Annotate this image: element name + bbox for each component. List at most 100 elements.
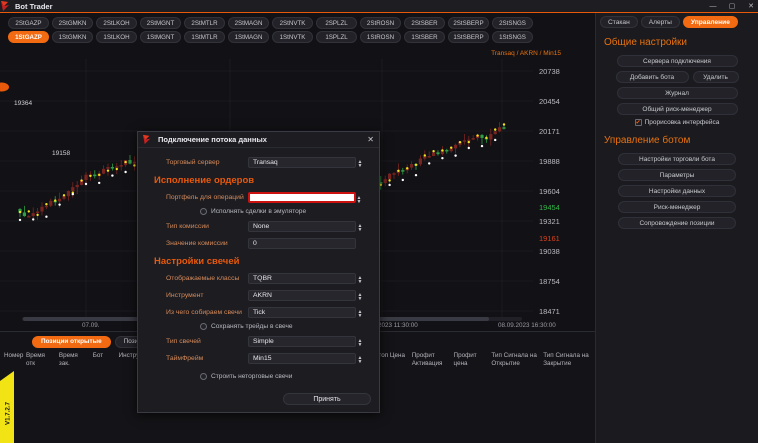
trading-server-row: Торговый сервер Transaq ▲ ▼ — [148, 156, 369, 169]
bot-risk-manager-button[interactable]: Риск-менеджер — [618, 201, 736, 213]
instrument-tab-1stgmkn[interactable]: 1StGMKN — [52, 31, 93, 43]
commission-type-select[interactable]: None ▲ ▼ — [248, 221, 362, 232]
spinner-icon[interactable]: ▲ ▼ — [357, 291, 363, 302]
add-bot-button[interactable]: Добавить бота — [615, 71, 689, 83]
positions-column-header[interactable]: Профит Активация — [411, 352, 443, 367]
instrument-tab-1stmtlr[interactable]: 1StMTLR — [184, 31, 225, 43]
instrument-tab-2stlkoh[interactable]: 2StLKOH — [96, 17, 137, 29]
instrument-tab-2stmgnt[interactable]: 2StMGNT — [140, 17, 181, 29]
candle-source-row: Из чего собираем свечи Tick ▲ ▼ — [148, 306, 369, 319]
maximize-icon[interactable]: ▢ — [728, 3, 736, 10]
spinner-icon[interactable]: ▲ ▼ — [356, 194, 362, 205]
chart-inline-label: 19158 — [52, 150, 70, 157]
candle-type-row: Тип свечей Simple ▲ ▼ — [148, 335, 369, 348]
spinner-icon[interactable]: ▲ ▼ — [357, 274, 363, 285]
positions-column-header[interactable]: Номер — [4, 352, 24, 359]
save-trades-checkbox[interactable]: Сохранять трейды в свече — [200, 323, 369, 330]
interface-render-label: Прорисовка интерфейса — [644, 119, 720, 126]
instrument-select[interactable]: AKRN ▲ ▼ — [248, 290, 362, 301]
instrument-tab-1stsber[interactable]: 1StSBER — [404, 31, 445, 43]
instrument-tabs-row-2st: 2StGAZP 2StGMKN 2StLKOH 2StMGNT 2StMTLR 2StMA… — [0, 16, 595, 30]
portfolio-label: Портфель для операций — [166, 194, 244, 201]
control-tab-стакан[interactable]: Стакан — [600, 16, 638, 28]
control-panel-tabs: Стакан Алерты Управление — [596, 13, 758, 28]
instrument-tab-1strosn[interactable]: 1StROSN — [360, 31, 401, 43]
control-tab-управление[interactable]: Управление — [682, 16, 738, 28]
control-tab-алерты[interactable]: Алерты — [640, 16, 680, 28]
instrument-tab-2stgmkn[interactable]: 2StGMKN — [52, 17, 93, 29]
instrument-tab-1stmagn[interactable]: 1StMAGN — [228, 31, 269, 43]
emulator-label: Исполнять сделки в эмуляторе — [211, 208, 307, 215]
position-support-button[interactable]: Сопровождение позиции — [618, 217, 736, 229]
dialog-close-icon[interactable]: ✕ — [367, 135, 374, 144]
classes-select[interactable]: TQBR ▲ ▼ — [248, 273, 362, 284]
instrument-tab-2stsber[interactable]: 2StSBER — [404, 17, 445, 29]
instrument-tab-2stgazp[interactable]: 2StGAZP — [8, 17, 49, 29]
instrument-tab-1stsberp[interactable]: 1StSBERP — [448, 31, 489, 43]
positions-column-header[interactable]: Бот — [92, 352, 104, 359]
positions-column-header[interactable]: Тип Сигнала на Открытие — [491, 352, 537, 367]
positions-column-header[interactable]: Время отк — [26, 352, 45, 367]
bot-trade-settings-button[interactable]: Настройки торговли бота — [618, 153, 736, 165]
parameters-button[interactable]: Параметры — [618, 169, 736, 181]
delete-bot-button[interactable]: Удалить — [692, 71, 739, 83]
version-label: V1.7.2.7 — [4, 401, 12, 426]
spinner-icon[interactable]: ▲ ▼ — [357, 158, 363, 169]
positions-column-header[interactable]: Тип Сигнала на Закрытие — [543, 352, 589, 367]
checkbox-unchecked-icon[interactable] — [200, 323, 207, 330]
positions-column-header[interactable]: Инструмент — [119, 352, 159, 368]
spinner-icon[interactable]: ▲ ▼ — [357, 222, 363, 233]
positions-column-header[interactable]: Время зак. — [58, 352, 78, 367]
timeframe-select[interactable]: Min15 ▲ ▼ — [248, 353, 362, 364]
instrument-tab-2stmtlr[interactable]: 2StMTLR — [184, 17, 225, 29]
instrument-tab-2stnvtk[interactable]: 2StNVTK — [272, 17, 313, 29]
instrument-tab-1stlkoh[interactable]: 1StLKOH — [96, 31, 137, 43]
data-stream-connection-dialog[interactable]: Подключение потока данных ✕ Торговый сер… — [137, 131, 380, 413]
chart-header-label: Transaq / AKRN / Min15 — [491, 50, 561, 57]
price-tick-19888: 19888 — [539, 157, 560, 166]
instrument-tab-1splzl[interactable]: 1SPLZL — [316, 31, 357, 43]
bot-control-title: Управление ботом — [604, 135, 691, 146]
candles-section-title: Настройки свечей — [154, 256, 240, 267]
checkbox-checked-icon[interactable]: ✔ — [634, 119, 642, 126]
checkbox-unchecked-icon[interactable] — [200, 373, 207, 380]
close-icon[interactable]: ✕ — [748, 3, 754, 10]
non-trading-candles-label: Строить неторговые свечи — [211, 373, 293, 380]
checkbox-unchecked-icon[interactable] — [200, 208, 207, 215]
spinner-icon[interactable]: ▲ ▼ — [357, 308, 363, 319]
spinner-icon[interactable]: ▲ ▼ — [357, 337, 363, 348]
app-logo-icon — [0, 0, 12, 12]
accept-button[interactable]: Принять — [283, 393, 371, 405]
candle-type-label: Тип свечей — [166, 338, 201, 345]
commission-value-label: Значение комиссии — [166, 240, 228, 247]
candle-source-select[interactable]: Tick ▲ ▼ — [248, 307, 362, 318]
servers-button[interactable]: Сервера подключения — [616, 55, 738, 67]
portfolio-select[interactable]: ▲ ▼ — [248, 192, 361, 204]
trading-server-select[interactable]: Transaq ▲ ▼ — [248, 157, 362, 168]
commission-value-input[interactable]: 0 — [248, 238, 356, 249]
instrument-tab-1stnvtk[interactable]: 1StNVTK — [272, 31, 313, 43]
instrument-tab-2strosn[interactable]: 2StROSN — [360, 17, 401, 29]
positions-column-header[interactable]: Профит цена — [453, 352, 477, 367]
instrument-tab-1stgazp[interactable]: 1StGAZP — [8, 31, 49, 43]
spinner-icon[interactable]: ▲ ▼ — [357, 354, 363, 365]
price-tick-20454: 20454 — [539, 97, 560, 106]
minimize-icon[interactable]: — — [709, 3, 717, 10]
risk-manager-button[interactable]: Общий риск-менеджер — [616, 103, 738, 115]
instrument-tab-2stsberp[interactable]: 2StSBERP — [448, 17, 489, 29]
data-settings-button[interactable]: Настройки данных — [618, 185, 736, 197]
positions-column-header[interactable]: Стоп Цена — [373, 352, 406, 359]
candle-type-select[interactable]: Simple ▲ ▼ — [248, 336, 362, 347]
instrument-tab-2stmagn[interactable]: 2StMAGN — [228, 17, 269, 29]
instrument-tab-2stsngs[interactable]: 2StSNGS — [492, 17, 533, 29]
emulator-checkbox[interactable]: Исполнять сделки в эмуляторе — [200, 208, 369, 215]
price-axis[interactable]: 20738 20454 20171 19888 19604 19454 19321 19161… — [533, 59, 595, 331]
non-trading-candles-checkbox[interactable]: Строить неторговые свечи — [200, 373, 369, 380]
instrument-label: Инструмент — [166, 292, 204, 299]
instrument-tab-2splzl[interactable]: 2SPLZL — [316, 17, 357, 29]
instrument-tab-1stmgnt[interactable]: 1StMGNT — [140, 31, 181, 43]
journal-button[interactable]: Журнал — [616, 87, 738, 99]
instrument-tab-1stsngs[interactable]: 1StSNGS — [492, 31, 533, 43]
interface-render-checkbox[interactable]: ✔ Прорисовка интерфейса — [596, 119, 758, 126]
positions-tab[interactable]: Позиции открытые — [32, 335, 111, 348]
